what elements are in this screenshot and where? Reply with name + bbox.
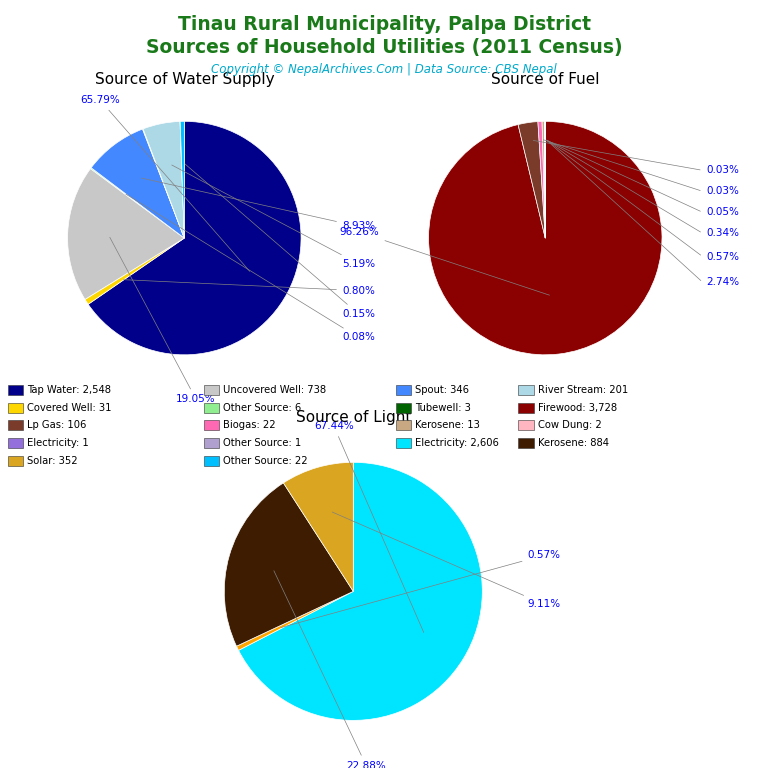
Wedge shape — [180, 121, 184, 238]
Wedge shape — [143, 129, 184, 238]
Wedge shape — [68, 169, 184, 300]
Text: Copyright © NepalArchives.Com | Data Source: CBS Nepal: Copyright © NepalArchives.Com | Data Sou… — [211, 63, 557, 76]
Text: Kerosene: 13: Kerosene: 13 — [415, 420, 479, 431]
Text: Electricity: 2,606: Electricity: 2,606 — [415, 438, 498, 449]
Text: 0.05%: 0.05% — [707, 207, 740, 217]
Wedge shape — [91, 167, 184, 238]
Text: Firewood: 3,728: Firewood: 3,728 — [538, 402, 617, 413]
Text: Covered Well: 31: Covered Well: 31 — [27, 402, 111, 413]
Text: 0.08%: 0.08% — [126, 194, 375, 343]
Text: 0.57%: 0.57% — [280, 550, 561, 627]
Wedge shape — [239, 462, 482, 720]
Title: Source of Light: Source of Light — [296, 410, 411, 425]
Text: 2.74%: 2.74% — [707, 277, 740, 287]
Text: Cow Dung: 2: Cow Dung: 2 — [538, 420, 601, 431]
Wedge shape — [88, 121, 301, 355]
Text: 5.19%: 5.19% — [172, 165, 375, 269]
Text: 8.93%: 8.93% — [141, 178, 375, 231]
Wedge shape — [180, 121, 184, 238]
Text: 65.79%: 65.79% — [81, 95, 250, 271]
Text: Lp Gas: 106: Lp Gas: 106 — [27, 420, 86, 431]
Text: Biogas: 22: Biogas: 22 — [223, 420, 276, 431]
Wedge shape — [143, 121, 184, 238]
Text: 22.88%: 22.88% — [274, 571, 386, 768]
Text: Tubewell: 3: Tubewell: 3 — [415, 402, 471, 413]
Wedge shape — [85, 238, 184, 304]
Text: Sources of Household Utilities (2011 Census): Sources of Household Utilities (2011 Cen… — [146, 38, 622, 58]
Text: 19.05%: 19.05% — [110, 237, 216, 404]
Text: 0.03%: 0.03% — [707, 187, 740, 197]
Title: Source of Fuel: Source of Fuel — [491, 72, 600, 87]
Text: 0.03%: 0.03% — [707, 165, 740, 175]
Wedge shape — [237, 591, 353, 650]
Title: Source of Water Supply: Source of Water Supply — [94, 72, 274, 87]
Wedge shape — [429, 121, 662, 355]
Text: 96.26%: 96.26% — [339, 227, 549, 295]
Text: 9.11%: 9.11% — [332, 512, 561, 609]
Wedge shape — [538, 121, 545, 238]
Text: 0.80%: 0.80% — [124, 280, 375, 296]
Text: Tap Water: 2,548: Tap Water: 2,548 — [27, 385, 111, 396]
Text: Other Source: 1: Other Source: 1 — [223, 438, 301, 449]
Text: Kerosene: 884: Kerosene: 884 — [538, 438, 608, 449]
Text: Tinau Rural Municipality, Palpa District: Tinau Rural Municipality, Palpa District — [177, 15, 591, 35]
Text: Solar: 352: Solar: 352 — [27, 455, 78, 466]
Wedge shape — [542, 121, 545, 238]
Text: Other Source: 6: Other Source: 6 — [223, 402, 301, 413]
Wedge shape — [91, 129, 184, 238]
Wedge shape — [224, 483, 353, 646]
Text: 0.57%: 0.57% — [707, 252, 740, 262]
Text: Spout: 346: Spout: 346 — [415, 385, 468, 396]
Wedge shape — [518, 121, 545, 238]
Text: Other Source: 22: Other Source: 22 — [223, 455, 307, 466]
Text: 0.15%: 0.15% — [185, 164, 375, 319]
Wedge shape — [283, 462, 353, 591]
Text: 0.34%: 0.34% — [707, 228, 740, 238]
Text: 67.44%: 67.44% — [314, 421, 424, 633]
Text: Electricity: 1: Electricity: 1 — [27, 438, 88, 449]
Text: River Stream: 201: River Stream: 201 — [538, 385, 628, 396]
Text: Uncovered Well: 738: Uncovered Well: 738 — [223, 385, 326, 396]
